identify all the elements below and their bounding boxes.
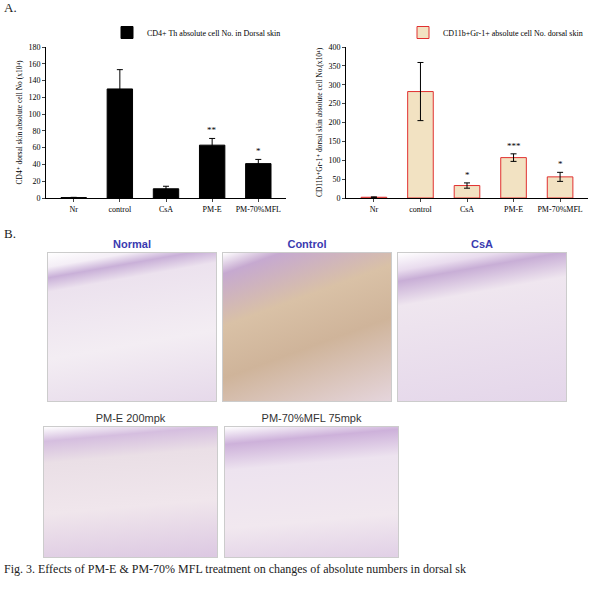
html-text:Fig. 3. Effects of PM-E & PM-7: Fig. 3. Effects of PM-E & PM-70% MFL tre…: [4, 562, 466, 576]
svg-text:40: 40: [32, 160, 40, 169]
svg-text:CsA: CsA: [460, 205, 474, 214]
svg-text:100: 100: [328, 156, 340, 165]
html-text:Normal: Normal: [113, 238, 151, 250]
svg-text:180: 180: [28, 43, 40, 52]
svg-text:Nr: Nr: [370, 205, 379, 214]
svg-text:*: *: [465, 170, 470, 180]
html-text:PM-70%MFL 75mpk: PM-70%MFL 75mpk: [261, 412, 362, 424]
svg-text:100: 100: [28, 110, 40, 119]
svg-text:*: *: [256, 146, 261, 156]
svg-text:20: 20: [32, 177, 40, 186]
svg-text:CD11b⁺Gr-1⁺ dorsal skin absolu: CD11b⁺Gr-1⁺ dorsal skin absolute cell No…: [315, 47, 324, 197]
svg-text:CD4+ Th absolute cell No. in D: CD4+ Th absolute cell No. in Dorsal skin: [147, 29, 280, 38]
svg-text:60: 60: [32, 143, 40, 152]
html-text:Control: Control: [287, 238, 327, 250]
svg-text:0: 0: [336, 194, 340, 203]
svg-text:PM-E: PM-E: [203, 205, 222, 214]
svg-text:400: 400: [328, 43, 340, 52]
svg-text:***: ***: [507, 141, 521, 151]
svg-text:**: **: [207, 125, 217, 135]
svg-text:Nr: Nr: [69, 205, 78, 214]
html-text:A.: A.: [4, 0, 17, 15]
html-text:B.: B.: [4, 226, 16, 241]
svg-text:350: 350: [328, 62, 340, 71]
svg-text:80: 80: [32, 127, 40, 136]
svg-text:120: 120: [28, 93, 40, 102]
svg-text:*: *: [558, 159, 563, 169]
svg-text:PM-70%MFL: PM-70%MFL: [236, 205, 281, 214]
svg-text:160: 160: [28, 60, 40, 69]
svg-text:PM-E: PM-E: [504, 205, 523, 214]
svg-text:PM-70%MFL: PM-70%MFL: [537, 205, 582, 214]
svg-text:control: control: [409, 205, 432, 214]
svg-text:CsA: CsA: [159, 205, 173, 214]
svg-text:300: 300: [328, 81, 340, 90]
svg-text:250: 250: [328, 99, 340, 108]
html-text:PM-E 200mpk: PM-E 200mpk: [95, 412, 166, 424]
svg-text:140: 140: [28, 76, 40, 85]
svg-text:0: 0: [36, 194, 40, 203]
svg-text:CD4⁺ dorsal skin absolute cell: CD4⁺ dorsal skin absolute cell No (x10⁴): [15, 60, 24, 185]
svg-text:CD11b+Gr-1+ absolute cell No.: CD11b+Gr-1+ absolute cell No. dorsal ski…: [443, 29, 583, 38]
html-text:CsA: CsA: [471, 238, 493, 250]
svg-text:50: 50: [332, 175, 340, 184]
svg-text:control: control: [109, 205, 132, 214]
svg-text:150: 150: [328, 137, 340, 146]
svg-text:200: 200: [328, 118, 340, 127]
